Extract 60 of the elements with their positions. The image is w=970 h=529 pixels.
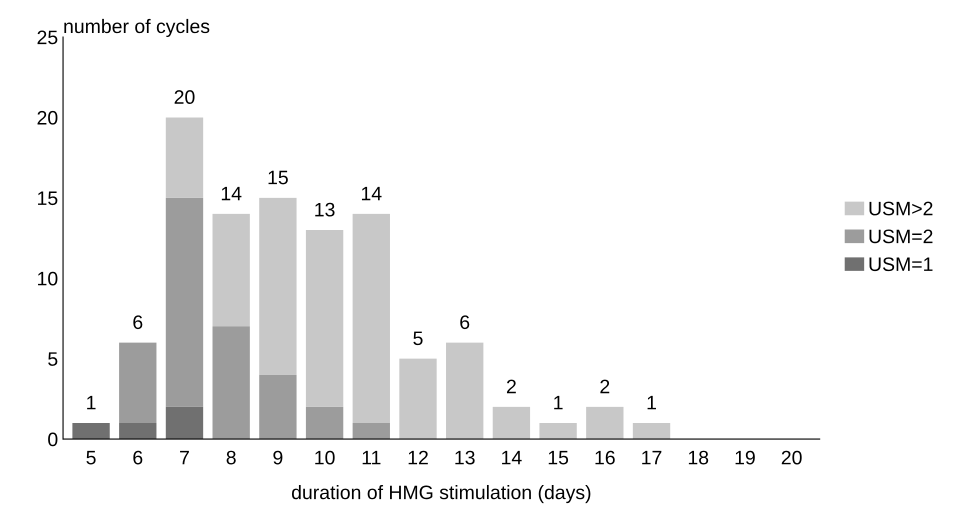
total-label: 1 [554,396,563,410]
bar [259,198,297,375]
bar [352,214,390,423]
y-tick-label: 20 [38,110,58,125]
bar [166,198,204,407]
total-label: 14 [222,186,242,200]
total-label: 14 [362,186,382,200]
x-tick-label: 7 [180,450,189,464]
x-tick-label: 17 [642,450,662,464]
bar [539,422,577,440]
bar [166,117,204,198]
x-tick-label: 5 [86,450,96,464]
total-label: 2 [506,380,516,394]
total-label: 2 [600,380,610,394]
total-label: 5 [413,332,423,346]
x-tick-label: 18 [688,450,708,464]
bar [306,230,344,407]
bar [352,422,390,440]
x-tick-label: 15 [548,450,568,464]
total-label: 6 [460,315,470,330]
y-tick-label: 25 [38,30,58,44]
bar [632,422,670,440]
total-label: 1 [87,396,96,410]
bar [72,422,110,440]
total-label: 13 [315,202,335,217]
x-tick-label: 20 [782,450,802,464]
total-label: 1 [648,396,656,410]
bar [212,214,250,326]
x-tick-label: 14 [502,450,522,464]
x-tick-label: 8 [226,450,236,464]
bar [119,422,156,440]
bar [492,406,530,440]
bar [212,326,250,440]
bar [119,342,156,423]
y-tick-label: 5 [48,352,58,366]
legend-label: USM=2 [870,230,932,244]
x-tick-label: 13 [455,450,475,464]
y-axis-title: number of cycles [64,18,210,38]
x-tick-label: 12 [408,450,428,464]
x-axis-title: duration of HMG stimulation (days) [292,484,590,504]
total-label: 20 [174,90,195,104]
x-tick-label: 11 [362,450,380,464]
legend-label: USM=1 [870,257,932,272]
x-tick-label: 9 [273,450,282,464]
bar [446,342,484,440]
y-tick-label: 0 [48,432,58,446]
x-tick-label: 10 [315,450,335,464]
bar [306,406,344,440]
bar [259,374,297,440]
total-label: 15 [268,170,288,184]
bar [586,406,624,440]
bar [166,406,204,440]
x-tick-label: 16 [595,450,615,464]
bar [399,358,437,440]
y-tick-label: 15 [38,192,58,206]
legend-label: USM>2 [870,202,932,216]
x-tick-label: 19 [736,450,755,464]
total-label: 6 [133,315,142,330]
y-tick-label: 10 [38,272,58,286]
x-tick-label: 6 [133,450,142,464]
